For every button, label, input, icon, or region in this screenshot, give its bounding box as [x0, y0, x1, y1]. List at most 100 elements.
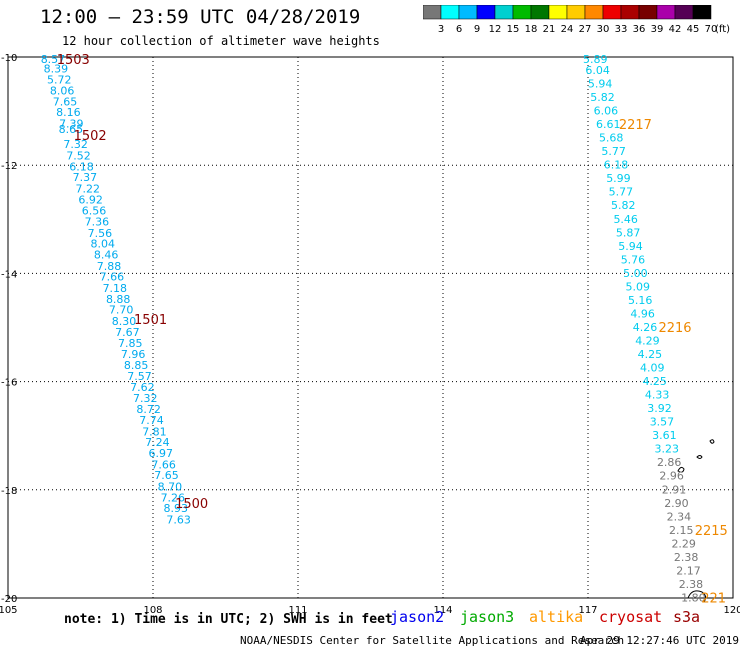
time-label: 2215: [695, 524, 728, 539]
swh-label: 8.06: [50, 85, 75, 98]
legend-label: 3: [438, 24, 444, 35]
satellite-label-jason2: jason2: [390, 608, 445, 626]
swh-label: 6.18: [69, 160, 94, 173]
swh-label: 2.96: [659, 470, 684, 483]
swh-label: 2.29: [671, 537, 696, 550]
swh-label: 7.67: [115, 326, 140, 339]
swh-label: 5.82: [590, 91, 615, 104]
swh-label: 7.65: [154, 469, 179, 482]
legend-unit: (ft): [715, 24, 730, 35]
swh-label: 8.46: [94, 248, 119, 261]
time-label: 221: [701, 591, 726, 606]
swh-label: 8.93: [163, 502, 188, 515]
swh-label: 8.72: [136, 403, 161, 416]
island-outline: [677, 466, 685, 473]
swh-label: 7.39: [59, 118, 84, 131]
swh-label: 8.57: [41, 53, 66, 66]
chart-subtitle: 12 hour collection of altimeter wave hei…: [62, 34, 380, 48]
swh-label: 4.33: [645, 389, 670, 402]
x-tick-label: 111: [288, 605, 307, 616]
swh-label: 2.86: [657, 456, 682, 469]
swh-label: 7.24: [145, 436, 170, 449]
satellite-label-cryosat: cryosat: [599, 608, 663, 626]
swh-label: 5.72: [47, 74, 72, 87]
swh-label: 1.80: [681, 591, 706, 604]
color-legend: 3 6 9 12 15 18 21 24 27 30 33 36 39 42 45 70(ft): [423, 5, 730, 35]
y-tick-label: -14: [1, 269, 17, 280]
swh-label: 5.16: [628, 294, 653, 307]
time-label: 2216: [658, 321, 691, 336]
swh-label: 7.56: [88, 227, 113, 240]
swh-label: 5.99: [606, 172, 631, 185]
legend-label: 70: [705, 24, 718, 35]
credit-line: NOAA/NESDIS Center for Satellite Applica…: [240, 634, 625, 647]
swh-label: 5.94: [618, 240, 643, 253]
island-outline: [696, 455, 703, 459]
island-outlines: [677, 439, 715, 603]
swh-label: 3.57: [650, 416, 675, 429]
chart-title: 12:00 – 23:59 UTC 04/28/2019: [40, 6, 361, 28]
y-tick-label: -10: [1, 53, 17, 64]
time-label: 1503: [57, 53, 90, 68]
swh-label: 7.37: [73, 171, 98, 184]
island-outline: [687, 590, 707, 603]
swh-label: 5.87: [616, 226, 641, 239]
swh-label: 4.26: [633, 321, 658, 334]
time-label: 1502: [74, 129, 107, 144]
swh-label: 2.34: [667, 510, 692, 523]
y-tick-label: -18: [1, 486, 17, 497]
swh-label: 2.91: [662, 483, 687, 496]
swh-label: 8.88: [106, 293, 131, 306]
satellite-label-altika: altika: [529, 608, 584, 626]
swh-label: 7.32: [133, 392, 158, 405]
x-tick-label: 117: [578, 605, 597, 616]
swh-label: 4.25: [638, 348, 663, 361]
swh-label: 2.17: [676, 564, 701, 577]
swh-label: 7.70: [109, 304, 134, 317]
satellite-label-s3a: s3a: [673, 608, 701, 626]
legend-label: 30: [597, 24, 610, 35]
swh-label: 6.06: [594, 105, 619, 118]
swh-label: 7.74: [139, 414, 164, 427]
y-tick-label: -16: [1, 378, 17, 389]
swh-label: 3.61: [652, 429, 677, 442]
swh-label: 6.04: [585, 64, 610, 77]
swh-label: 8.04: [90, 238, 115, 251]
swh-label: 5.94: [588, 78, 613, 91]
legend-swatch: [692, 5, 712, 20]
legend-label: 42: [669, 24, 682, 35]
swh-label: 7.85: [118, 337, 143, 350]
legend-label: 45: [687, 24, 700, 35]
swh-label: 2.38: [679, 578, 704, 591]
y-tick-label: -12: [1, 161, 17, 172]
legend-label: 9: [474, 24, 480, 35]
legend-label: 18: [525, 24, 538, 35]
legend-label: 24: [561, 24, 574, 35]
swh-label: 5.00: [623, 267, 648, 280]
swh-label: 7.57: [127, 370, 152, 383]
swh-label: 8.39: [44, 62, 69, 75]
swh-label: 6.18: [604, 159, 629, 172]
footnote: note: 1) Time is in UTC; 2) SWH is in fe…: [64, 612, 393, 627]
x-tick-label: 108: [143, 605, 162, 616]
swh-label: 5.89: [583, 53, 608, 66]
legend-label: 21: [543, 24, 556, 35]
swh-label: 3.92: [647, 402, 672, 415]
swh-label: 7.66: [100, 271, 125, 284]
swh-label: 6.97: [148, 447, 173, 460]
swh-label: 6.92: [78, 193, 103, 206]
swh-label: 7.32: [63, 138, 88, 151]
x-tick-label: 114: [433, 605, 452, 616]
swh-label: 7.66: [151, 458, 176, 471]
swh-label: 5.68: [599, 132, 624, 145]
swh-label: 7.62: [130, 381, 155, 394]
x-tick-label: 120: [723, 605, 740, 616]
time-label: 1500: [175, 497, 208, 512]
swh-label: 4.09: [640, 362, 665, 375]
plot-frame: [7, 56, 734, 599]
swh-label: 7.52: [66, 149, 91, 162]
time-label: 2217: [619, 118, 652, 133]
y-tick-label: -20: [1, 594, 17, 605]
swh-label: 8.16: [56, 106, 81, 119]
